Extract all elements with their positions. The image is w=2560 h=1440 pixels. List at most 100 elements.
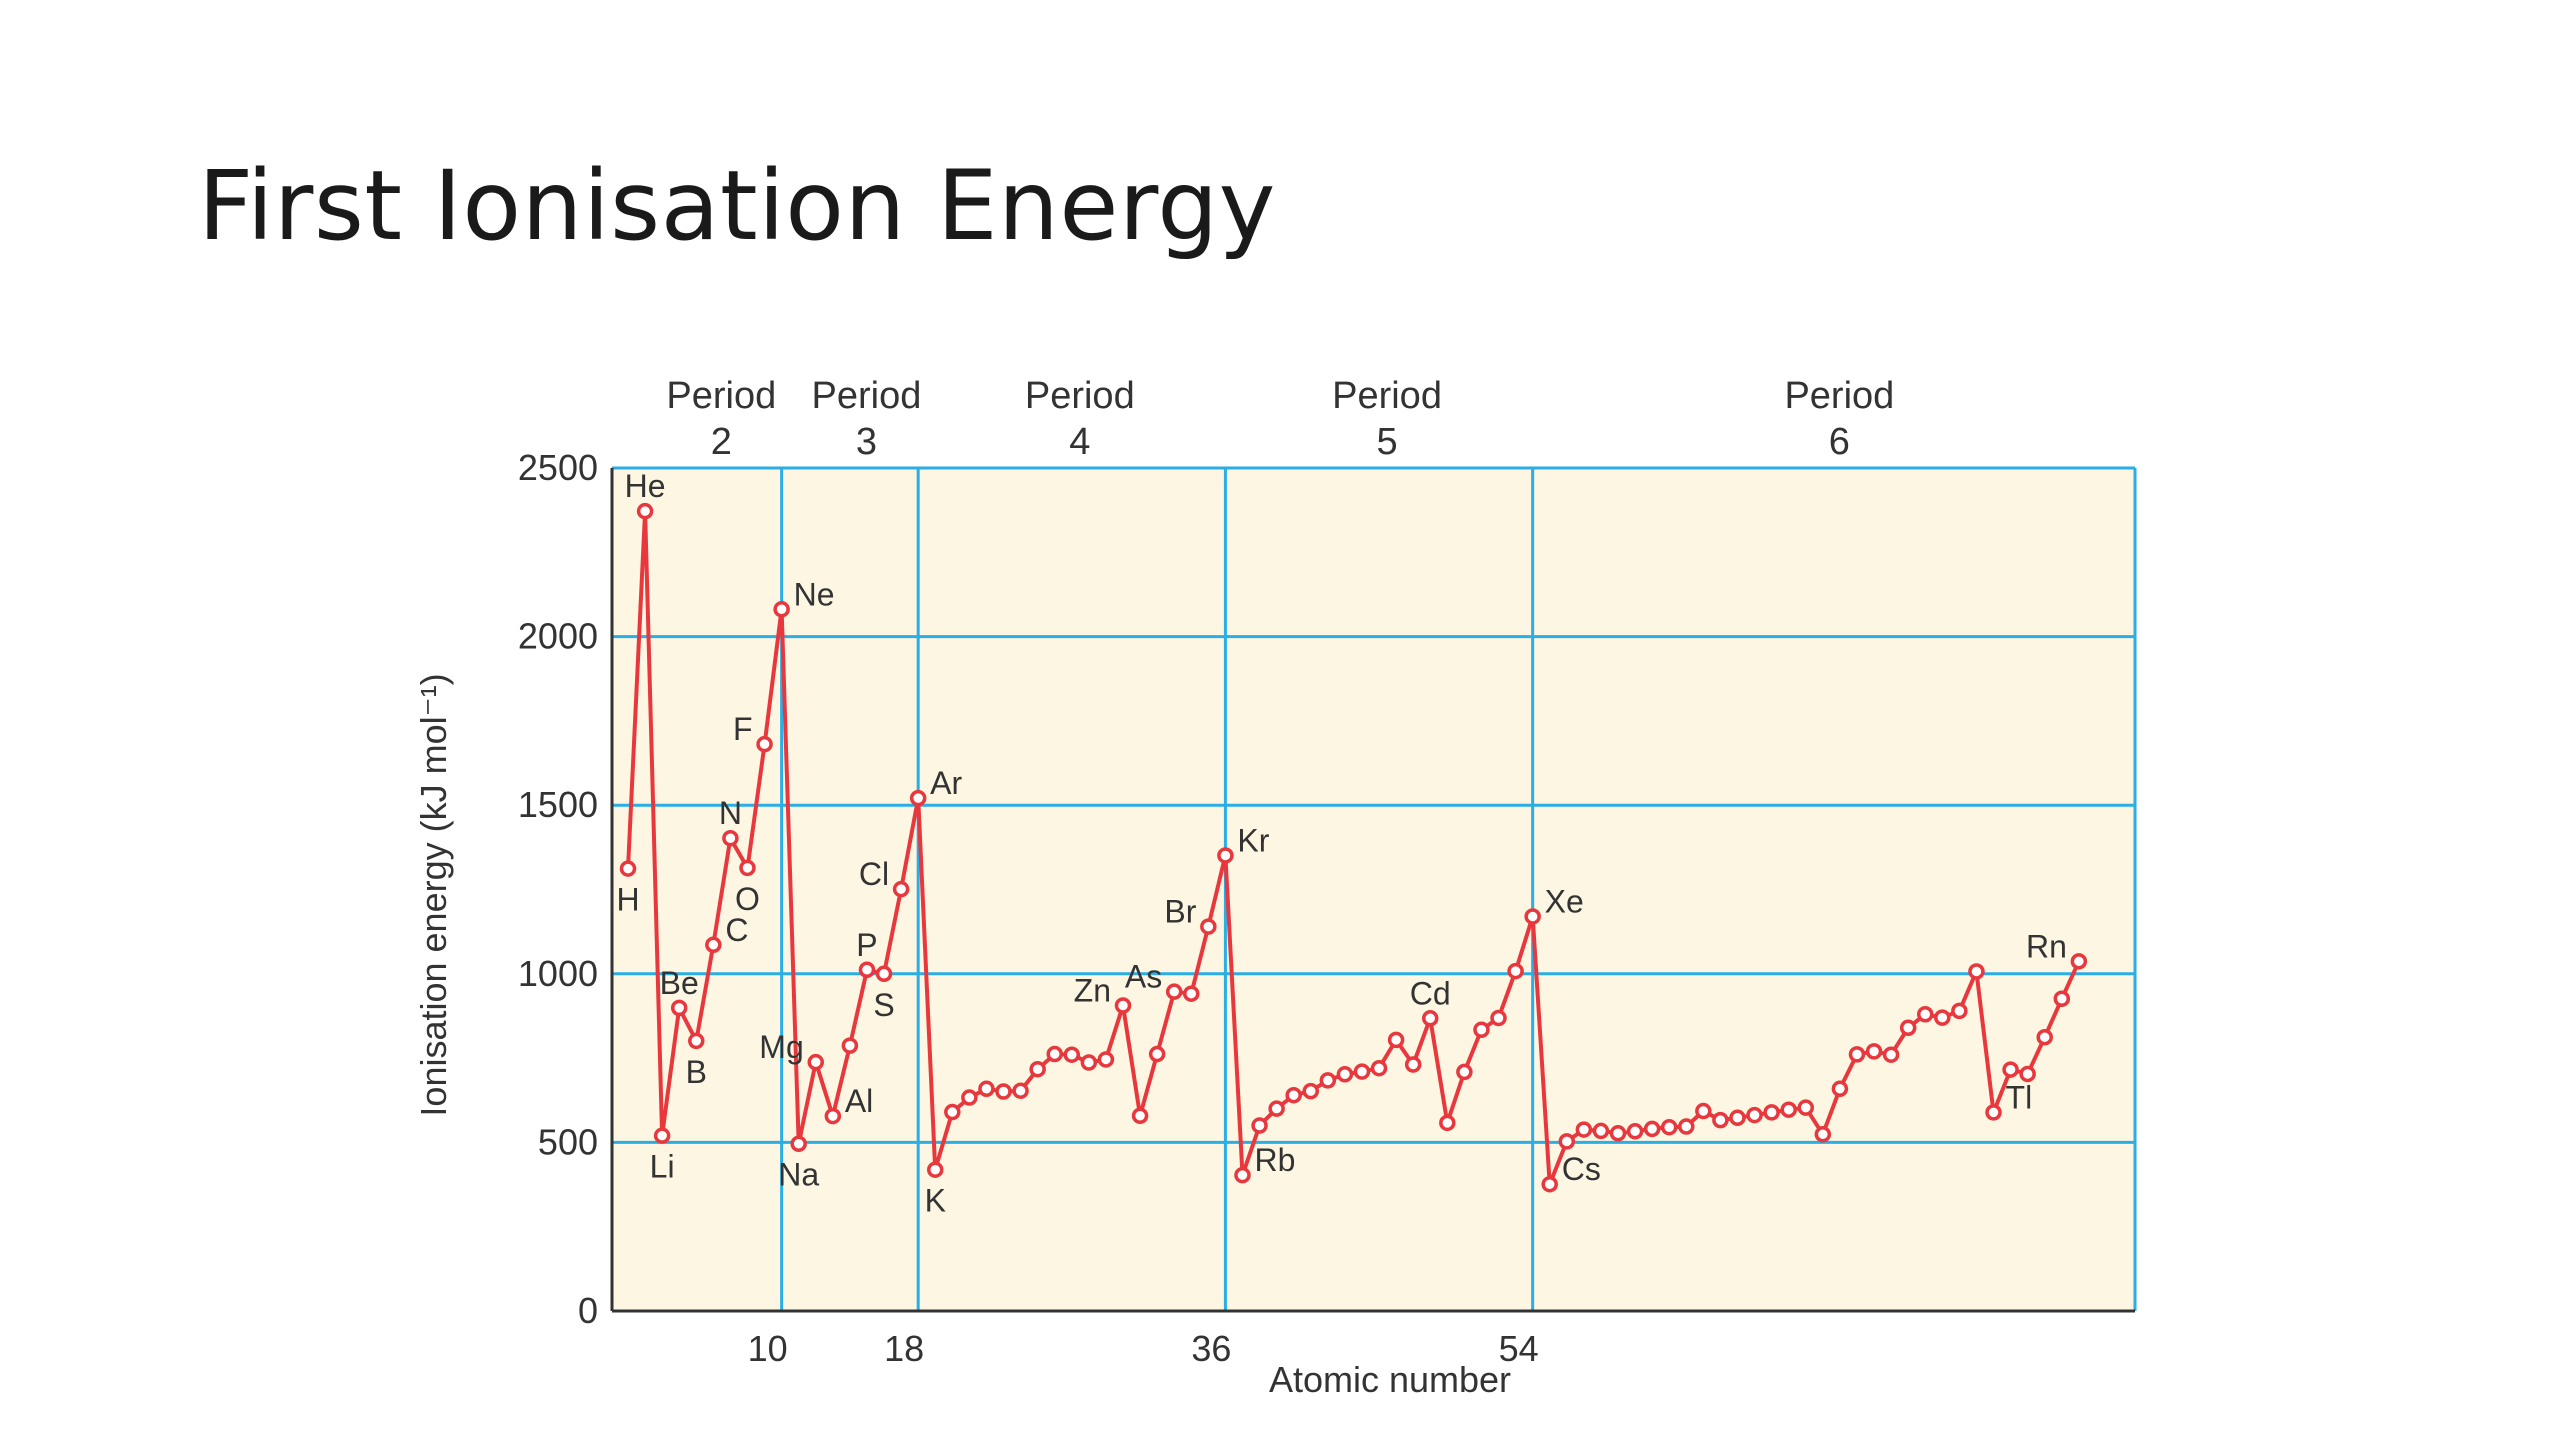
x-tick-label: 54 [1499, 1328, 1539, 1369]
data-point [1080, 1054, 1098, 1071]
series-ionisation-energy [619, 502, 2088, 1193]
y-tick-label: 2000 [518, 616, 598, 657]
data-point [1217, 847, 1234, 864]
data-point [1404, 1056, 1422, 1073]
y-tick-label: 1500 [518, 784, 598, 825]
data-point [1097, 1051, 1115, 1068]
data-point [619, 860, 637, 877]
data-point [688, 1032, 705, 1050]
data-point [944, 1103, 961, 1121]
data-point [858, 961, 876, 979]
period-label-3-line1: Period [812, 375, 922, 417]
data-point [1729, 1109, 1746, 1127]
data-point [1797, 1099, 1815, 1116]
element-label-cd: Cd [1410, 975, 1451, 1011]
data-point [1780, 1101, 1797, 1118]
data-point [1899, 1019, 1917, 1037]
data-point [1114, 997, 1132, 1014]
element-label-as: As [1125, 959, 1162, 995]
data-point [790, 1135, 807, 1152]
data-point [1063, 1046, 1081, 1063]
data-point [739, 859, 756, 877]
data-point [2036, 1028, 2053, 1046]
data-point [909, 789, 927, 807]
data-point [1592, 1122, 1610, 1140]
data-point [653, 1127, 671, 1144]
data-point [1831, 1080, 1849, 1098]
data-point [1319, 1072, 1337, 1089]
y-tick-label: 500 [538, 1121, 598, 1162]
data-point [1814, 1126, 1832, 1143]
element-label-cs: Cs [1562, 1151, 1601, 1187]
grid-lines [612, 466, 2137, 1311]
plot-area [612, 468, 2135, 1311]
element-label-mg: Mg [759, 1029, 803, 1065]
element-label-na: Na [778, 1157, 819, 1193]
data-point [1268, 1100, 1285, 1117]
data-point [1251, 1117, 1268, 1134]
data-point [670, 999, 688, 1017]
data-point [1421, 1010, 1439, 1027]
data-point [1029, 1060, 1046, 1078]
element-label-b: B [686, 1054, 707, 1090]
element-label-li: Li [650, 1149, 675, 1185]
element-label-ar: Ar [930, 765, 962, 801]
element-label-rb: Rb [1254, 1142, 1295, 1178]
data-point [636, 502, 654, 520]
element-label-zn: Zn [1074, 972, 1111, 1008]
data-point [1046, 1045, 1063, 1063]
data-point [892, 880, 910, 898]
element-label-f: F [733, 711, 753, 747]
data-point [1643, 1120, 1661, 1138]
data-point [1541, 1175, 1558, 1193]
period-label-5-line1: Period [1332, 375, 1442, 417]
data-point [1131, 1107, 1149, 1125]
data-point [1848, 1046, 1866, 1063]
data-point [1712, 1111, 1729, 1129]
data-point [1507, 962, 1524, 980]
data-point [1148, 1045, 1166, 1063]
period-label-2-line1: Period [666, 375, 776, 417]
data-point [705, 936, 722, 954]
period-label-6-line2: 6 [1829, 421, 1850, 463]
slide-title: First Ionisation Energy [198, 150, 1276, 262]
data-point [2019, 1065, 2036, 1083]
x-tick-label: 18 [884, 1328, 924, 1369]
period-label-4-line1: Period [1025, 375, 1135, 417]
data-point [1951, 1002, 1968, 1020]
x-axis-label: Atomic number [1269, 1359, 1511, 1400]
data-point [773, 601, 790, 618]
data-point [1524, 908, 1541, 925]
element-label-k: K [925, 1183, 946, 1219]
data-point [1200, 918, 1217, 935]
data-point [756, 735, 773, 753]
element-label-he: He [625, 468, 666, 504]
axes [610, 468, 2135, 1313]
element-label-xe: Xe [1545, 883, 1584, 919]
element-label-br: Br [1164, 894, 1196, 930]
data-point [1490, 1009, 1507, 1027]
data-point [722, 829, 739, 847]
data-point [1985, 1104, 2002, 1121]
element-label-n: N [719, 795, 742, 831]
data-point [875, 965, 893, 983]
x-tick-label: 10 [748, 1328, 788, 1369]
element-label-ne: Ne [794, 576, 835, 612]
element-label-al: Al [845, 1083, 873, 1119]
data-point [926, 1161, 944, 1178]
data-point [1558, 1133, 1576, 1150]
element-label-rn: Rn [2026, 928, 2067, 964]
data-point [1165, 983, 1183, 1000]
data-point [1370, 1059, 1388, 1077]
data-point [1473, 1021, 1490, 1039]
data-point [1660, 1118, 1678, 1136]
data-point [841, 1037, 859, 1054]
data-point [1387, 1031, 1405, 1049]
period-label-6-line1: Period [1784, 375, 1894, 417]
data-point [1626, 1123, 1644, 1140]
period-label-3-line2: 3 [856, 421, 877, 463]
element-label-s: S [873, 987, 894, 1023]
data-point [1695, 1102, 1712, 1120]
data-point [1882, 1046, 1900, 1063]
